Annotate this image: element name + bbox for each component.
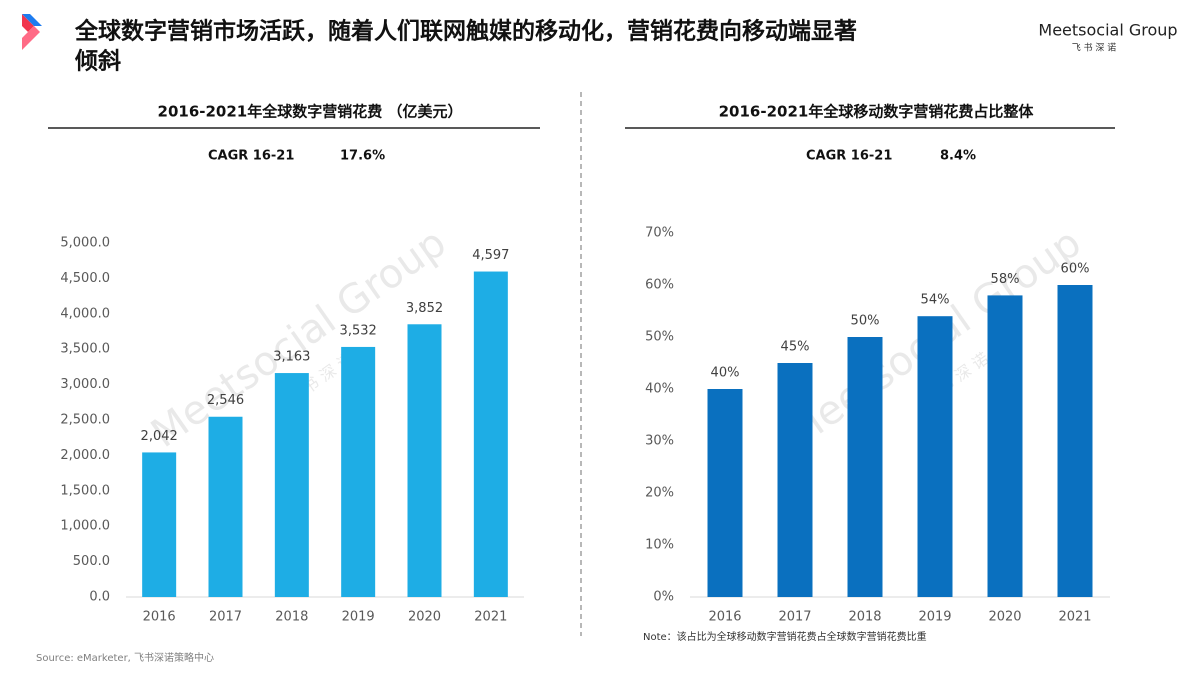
y-tick-label: 5,000.0 bbox=[60, 236, 110, 251]
bar bbox=[707, 389, 743, 597]
bar bbox=[917, 316, 953, 597]
bar bbox=[1057, 285, 1093, 597]
bar bbox=[208, 416, 243, 597]
x-tick-label: 2020 bbox=[408, 610, 441, 625]
annotation-value: 8.4% bbox=[940, 149, 976, 164]
value-label: 3,163 bbox=[273, 350, 310, 365]
y-tick-label: 10% bbox=[645, 538, 674, 553]
bar bbox=[473, 271, 508, 597]
note: Note：该占比为全球移动数字营销花费占全球数字营销花费比重 bbox=[643, 630, 927, 643]
x-tick-label: 2018 bbox=[275, 610, 308, 625]
annotation-label: CAGR 16-21 bbox=[208, 149, 294, 164]
logo-text: Meetsocial Group bbox=[1038, 21, 1177, 40]
x-tick-label: 2016 bbox=[143, 610, 176, 625]
value-label: 2,042 bbox=[141, 429, 178, 444]
value-label: 58% bbox=[991, 272, 1020, 287]
value-label: 60% bbox=[1061, 262, 1090, 277]
x-tick-label: 2021 bbox=[474, 610, 507, 625]
value-label: 54% bbox=[921, 293, 950, 308]
x-tick-label: 2017 bbox=[778, 610, 811, 625]
value-label: 45% bbox=[781, 340, 810, 355]
y-tick-label: 0% bbox=[653, 590, 674, 605]
logo-subtext: 飞 书 深 诺 bbox=[1072, 43, 1117, 54]
y-tick-label: 2,000.0 bbox=[60, 448, 110, 463]
y-tick-label: 3,000.0 bbox=[60, 377, 110, 392]
x-tick-label: 2017 bbox=[209, 610, 242, 625]
y-tick-label: 3,500.0 bbox=[60, 342, 110, 357]
y-tick-label: 20% bbox=[645, 486, 674, 501]
x-tick-label: 2016 bbox=[708, 610, 741, 625]
x-tick-label: 2018 bbox=[848, 610, 881, 625]
x-tick-label: 2020 bbox=[988, 610, 1021, 625]
value-label: 2,546 bbox=[207, 393, 244, 408]
y-tick-label: 50% bbox=[645, 330, 674, 345]
y-tick-label: 500.0 bbox=[73, 554, 110, 569]
y-tick-label: 1,000.0 bbox=[60, 519, 110, 534]
y-tick-label: 30% bbox=[645, 434, 674, 449]
bar bbox=[407, 324, 442, 597]
bar bbox=[274, 373, 309, 597]
y-tick-label: 4,000.0 bbox=[60, 306, 110, 321]
y-tick-label: 2,500.0 bbox=[60, 413, 110, 428]
y-tick-label: 60% bbox=[645, 278, 674, 293]
value-label: 3,532 bbox=[340, 323, 377, 338]
annotation-label: CAGR 16-21 bbox=[806, 149, 892, 164]
value-label: 50% bbox=[851, 314, 880, 329]
page-title: 倾斜 bbox=[74, 49, 121, 75]
annotation-value: 17.6% bbox=[340, 149, 385, 164]
bar bbox=[847, 337, 883, 597]
chart-title: 2016-2021年全球移动数字营销花费占比整体 bbox=[719, 103, 1035, 121]
y-tick-label: 1,500.0 bbox=[60, 483, 110, 498]
y-tick-label: 40% bbox=[645, 382, 674, 397]
source: Source: eMarketer, 飞书深诺策略中心 bbox=[36, 651, 214, 664]
bar bbox=[341, 346, 376, 597]
y-tick-label: 0.0 bbox=[89, 590, 110, 605]
bar bbox=[777, 363, 813, 597]
x-tick-label: 2019 bbox=[342, 610, 375, 625]
x-tick-label: 2019 bbox=[918, 610, 951, 625]
y-tick-label: 4,500.0 bbox=[60, 271, 110, 286]
value-label: 40% bbox=[711, 366, 740, 381]
logo-icon bbox=[22, 14, 42, 50]
page-title: 全球数字营销市场活跃，随着人们联网触媒的移动化，营销花费向移动端显著 bbox=[74, 18, 857, 45]
bar bbox=[987, 295, 1023, 597]
x-tick-label: 2021 bbox=[1058, 610, 1091, 625]
y-tick-label: 70% bbox=[645, 226, 674, 241]
chart-title: 2016-2021年全球数字营销花费 （亿美元） bbox=[158, 103, 463, 121]
bar bbox=[142, 452, 177, 597]
value-label: 4,597 bbox=[472, 248, 509, 263]
value-label: 3,852 bbox=[406, 301, 443, 316]
